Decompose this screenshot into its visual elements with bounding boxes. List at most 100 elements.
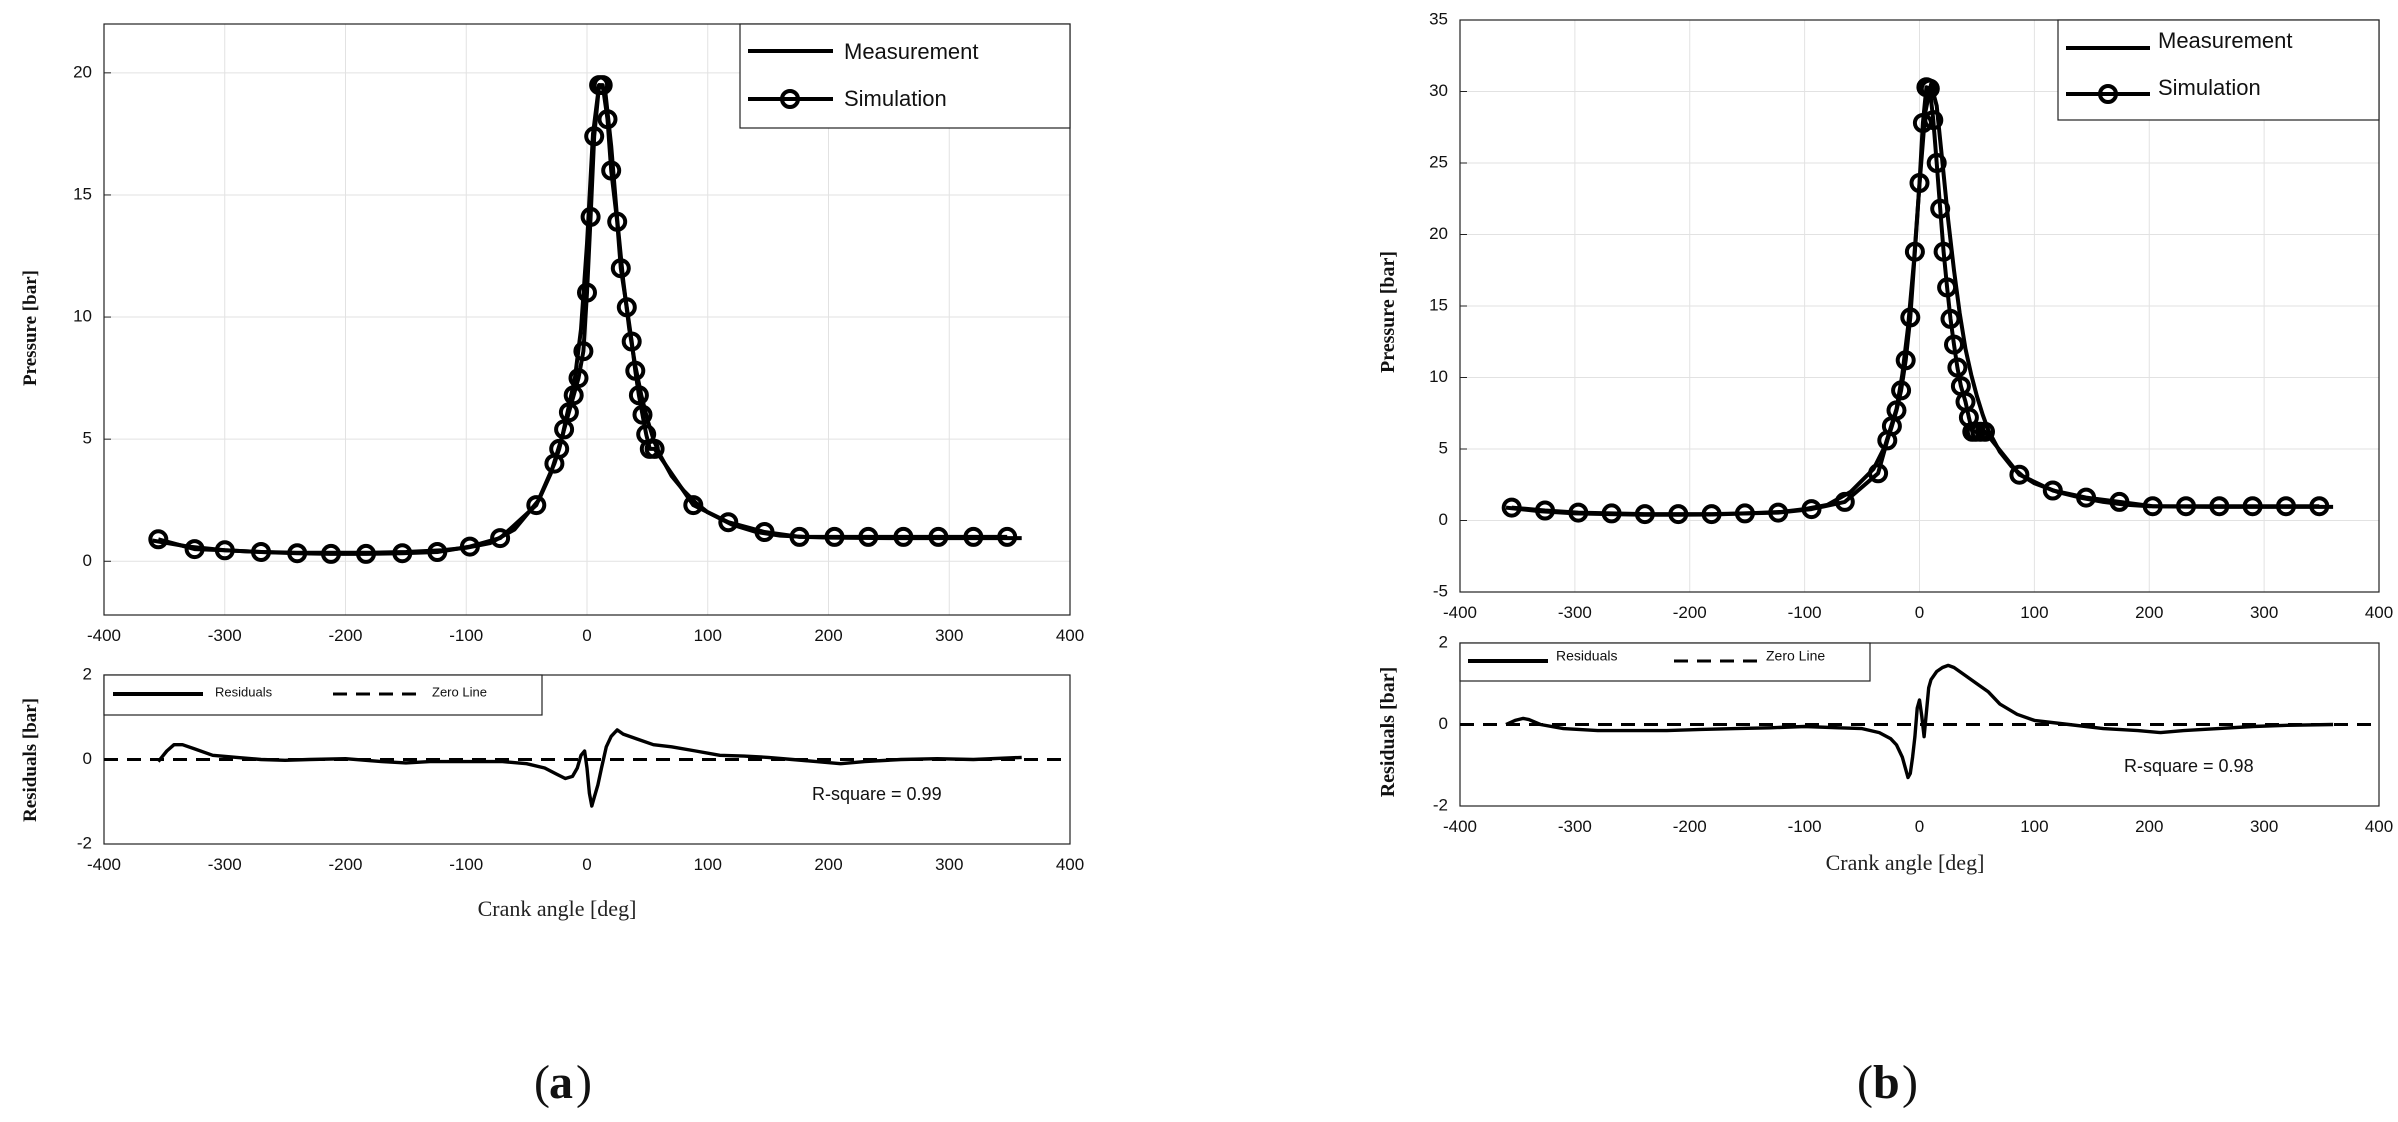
series-simulation-point <box>928 526 949 547</box>
x-tick-label: -300 <box>208 855 242 874</box>
panel-b-pressure-y-ticks: -5 0 5 10 15 20 25 30 35 <box>1429 9 1467 600</box>
series-simulation-point <box>621 331 642 352</box>
x-tick-label: 100 <box>694 626 722 645</box>
y-tick-label: 25 <box>1429 152 1448 171</box>
x-tick-label: -400 <box>1443 603 1477 622</box>
panel-a-pressure-legend: Measurement Simulation <box>739 23 1071 129</box>
series-simulation-point <box>392 543 413 564</box>
series-simulation-point <box>1868 463 1889 484</box>
series-simulation-point <box>1834 491 1855 512</box>
series-simulation-point <box>683 495 704 516</box>
series-simulation-point <box>1947 357 1968 378</box>
panel-a-legend-box <box>739 23 1071 129</box>
panel-a-legend-zero-label: Zero Line <box>432 684 487 699</box>
panel-a-pressure-frame <box>103 23 1071 616</box>
x-tick-label: 200 <box>2135 603 2163 622</box>
series-simulation-line <box>157 83 1008 556</box>
x-tick-label: 100 <box>2020 603 2048 622</box>
series-simulation-point <box>1944 334 1964 355</box>
series-simulation-point <box>577 282 597 303</box>
series-simulation-point <box>1909 173 1930 193</box>
x-tick-label: -400 <box>1443 817 1477 836</box>
x-tick-label: 300 <box>935 855 963 874</box>
panel-b-residuals-x-ticks: -400 -300 -200 -100 0 100 200 300 400 <box>1443 817 2393 836</box>
series-simulation-point <box>997 526 1018 547</box>
y-tick-label: -2 <box>77 833 92 852</box>
series-simulation-point <box>1895 350 1916 371</box>
panel-a-x-label: Crank angle [deg] <box>478 896 637 921</box>
y-tick-label: -5 <box>1433 581 1448 600</box>
series-simulation-point <box>584 126 605 147</box>
series-simulation-point <box>1801 499 1822 520</box>
series-simulation-point <box>2242 496 2263 517</box>
x-tick-label: 100 <box>694 855 722 874</box>
panel-a-residuals-legend: Residuals Zero Line <box>103 674 543 716</box>
series-simulation-point <box>644 438 665 459</box>
panel-a-legend-simulation-label: Simulation <box>844 86 947 111</box>
panel-b-pressure-y-label: Pressure [bar] <box>1377 251 1399 373</box>
panel-b-residuals-chart: -400 -300 -200 -100 0 100 200 300 400 -2 0 2 Resid… <box>1377 632 2393 875</box>
panel-a-residuals-series <box>104 728 1070 808</box>
series-simulation-point <box>1930 198 1951 219</box>
x-tick-label: 400 <box>2365 603 2393 622</box>
series-simulation-point <box>632 404 653 425</box>
series-simulation-point <box>1975 421 1995 442</box>
y-tick-label: 15 <box>1429 295 1448 314</box>
series-simulation-point <box>1891 380 1912 401</box>
series-simulation-point <box>287 543 308 564</box>
series-simulation-point <box>1937 277 1958 298</box>
series-simulation-point <box>1768 502 1789 523</box>
panel-b-legend-simulation-label: Simulation <box>2158 75 2261 100</box>
series-simulation-point <box>2309 496 2330 517</box>
series-simulation-point <box>573 341 594 362</box>
series-simulation-point <box>459 536 480 557</box>
x-tick-label: -300 <box>1558 603 1592 622</box>
panel-b-pressure-chart: -400 -300 -200 -100 0 100 200 300 400 -5 0 5 10 15 20… <box>1377 9 2393 622</box>
y-tick-label: 10 <box>73 307 92 326</box>
x-tick-label: -300 <box>1558 817 1592 836</box>
series-simulation-point <box>1886 400 1907 421</box>
series-simulation-point <box>1940 308 1961 329</box>
x-tick-label: 300 <box>2250 603 2278 622</box>
series-simulation-point <box>628 385 649 406</box>
series-simulation-point <box>789 526 810 547</box>
series-simulation-point <box>1535 500 1555 521</box>
panel-a-pressure-y-label: Pressure [bar] <box>20 270 41 386</box>
panel-b-x-label: Crank angle [deg] <box>1826 850 1985 875</box>
panel-b-pressure-series <box>1501 77 2334 525</box>
panel-b-residuals-series <box>1460 663 2379 780</box>
series-simulation-point <box>568 368 589 389</box>
panel-a-residuals-y-label: Residuals [bar] <box>20 698 41 822</box>
series-simulation-line <box>1511 85 2320 517</box>
panel-b-residuals-legend: Residuals Zero Line <box>1459 642 1871 682</box>
panel-a-label-close-paren: ) <box>576 1056 592 1109</box>
series-simulation-point <box>563 385 584 406</box>
series-simulation-point <box>490 528 511 549</box>
x-tick-label: -200 <box>1673 817 1707 836</box>
x-tick-label: -200 <box>328 855 362 874</box>
panel-a-label-open-paren: ( <box>534 1056 550 1109</box>
x-tick-label: -100 <box>1788 603 1822 622</box>
x-tick-label: 0 <box>582 855 591 874</box>
x-tick-label: 200 <box>814 855 842 874</box>
series-simulation-point <box>1923 110 1944 131</box>
panel-a-legend-simulation-marker <box>780 89 800 109</box>
x-tick-label: 400 <box>2365 817 2393 836</box>
y-tick-label: 0 <box>1439 714 1448 733</box>
x-tick-label: 300 <box>2250 817 2278 836</box>
series-simulation-point <box>1926 153 1947 173</box>
x-tick-label: 200 <box>2135 817 2163 836</box>
series-simulation-point <box>1933 241 1954 262</box>
y-tick-label: 2 <box>1439 632 1448 651</box>
series-simulation-point <box>616 297 637 318</box>
series-simulation-point <box>1568 502 1589 523</box>
x-tick-label: 100 <box>2020 817 2048 836</box>
series-simulation-point <box>718 512 739 533</box>
series-simulation-point <box>1919 78 1940 99</box>
series-simulation-point <box>597 109 618 130</box>
series-simulation-point <box>858 526 879 547</box>
x-tick-label: 0 <box>582 626 591 645</box>
series-simulation-point <box>601 160 622 181</box>
y-tick-label: 35 <box>1429 9 1448 28</box>
